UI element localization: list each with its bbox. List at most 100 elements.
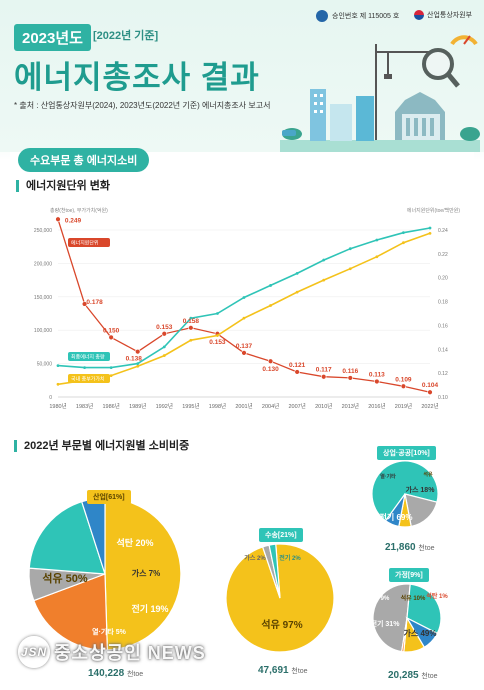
data-label: 0.113 (369, 371, 385, 378)
data-point (269, 284, 272, 287)
data-point (189, 316, 193, 320)
pie-slice (384, 493, 406, 528)
x-tick-label: 2022년 (421, 402, 438, 410)
data-label: 0.121 (289, 362, 306, 369)
data-point (81, 301, 88, 307)
data-point (55, 216, 61, 222)
data-point (374, 378, 380, 385)
data-point (402, 231, 405, 235)
pie-slice (372, 583, 411, 653)
data-point (56, 364, 60, 368)
pie-title-household: 가정[9%] (389, 568, 429, 582)
x-tick-label: 1989년 (129, 402, 146, 410)
data-point (162, 354, 166, 357)
pie-label: 가스 49% (404, 628, 437, 638)
data-label: 0.109 (395, 376, 412, 383)
line-chart: 총량(천toe), 부가가치(억원) 에너지원단위(toe/백만원) 0 50,000… (34, 207, 460, 410)
pie-label: 가스 2% (244, 554, 266, 562)
legend-intensity: 에너지원단위 (71, 240, 99, 247)
pie-label: 전기 69% (380, 512, 413, 522)
total-industry: 140,228 천toe (88, 668, 144, 679)
pie-label: 열·기타 (380, 473, 396, 480)
x-tick-label: 1995년 (182, 402, 199, 410)
page-title: 에너지총조사 결과 (14, 60, 260, 95)
data-point (188, 325, 194, 331)
data-point (135, 348, 141, 355)
data-point (347, 375, 353, 381)
pie-slice (406, 583, 442, 635)
data-point (216, 312, 219, 315)
pie-charts-area: 석유 50% 석탄 20% 가스 7% 전기 19% 열·기타 5% 석유 97% 가스 2… (28, 460, 448, 653)
approval-number: 승인번호 제 115005 호 (316, 10, 399, 22)
right-tick-label: 0.18 (438, 300, 448, 306)
source-note: * 출처 : 산업통상자원부(2024), 2023년도(2022년 기준) 에… (14, 101, 271, 110)
x-tick-label: 1986년 (102, 402, 119, 410)
data-point (348, 267, 352, 271)
right-tick-label: 0.14 (438, 347, 448, 353)
data-label: 0.158 (183, 318, 200, 325)
data-label: 0.116 (342, 368, 358, 375)
legend-final-energy-box (68, 352, 110, 361)
left-tick-label: 150,000 (34, 295, 52, 301)
right-tick-label: 0.10 (438, 395, 448, 401)
right-axis-title: 에너지원단위(toe/백만원) (407, 207, 460, 214)
x-tick-label: 2016년 (368, 402, 385, 410)
data-point (375, 238, 379, 242)
data-label: 0.130 (262, 366, 279, 373)
pie-label: 석유 10% (401, 594, 426, 602)
x-tick-label: 1983년 (76, 402, 93, 410)
data-point (241, 350, 247, 356)
pie-label: 가스 7% (132, 568, 161, 578)
pie-label: 석탄 20% (116, 537, 153, 548)
data-point (295, 290, 299, 294)
pie-slice (371, 460, 439, 522)
data-point (295, 272, 299, 275)
taegeuk-icon (414, 10, 424, 20)
data-label: 0.150 (103, 327, 120, 334)
pie-slice (400, 617, 408, 653)
statistics-logo-icon (316, 10, 328, 22)
data-label: 0.249 (65, 217, 82, 224)
data-point (322, 258, 326, 262)
data-label: 0.137 (236, 343, 253, 350)
pie-slice (104, 497, 182, 651)
legend-final-energy: 최종에너지 총량 (71, 354, 105, 361)
right-tick-label: 0.24 (438, 228, 448, 234)
pie-label: 석탄 1% (426, 592, 448, 600)
data-point (428, 226, 432, 230)
series-line-1 (57, 219, 431, 393)
data-point (136, 364, 140, 368)
data-point (108, 334, 114, 341)
data-point (428, 231, 432, 235)
pie-title-commercial: 상업·공공[10%] (377, 446, 436, 460)
left-tick-label: 0 (49, 395, 52, 401)
data-point (269, 304, 272, 307)
left-tick-label: 250,000 (34, 228, 52, 234)
pie-title-industry: 산업[61%] (87, 490, 131, 504)
section-energy-intensity: 수요부문 총 에너지소비 에너지원단위 변화 총량(천toe), 부가가치(억원… (10, 148, 474, 422)
pie-label: 전기 2% (279, 554, 301, 562)
data-label: 0.104 (422, 382, 439, 389)
data-label: 0.138 (126, 356, 143, 363)
data-point (109, 374, 113, 378)
data-point (242, 296, 246, 299)
pie-label: 가스 18% (406, 485, 436, 494)
year-badge: 2023년도 (14, 24, 91, 51)
x-tick-label: 2019년 (395, 402, 412, 410)
pie-slice (33, 573, 108, 651)
data-point (427, 389, 433, 395)
city-illustration (280, 35, 480, 152)
data-point (83, 366, 86, 370)
ministry-logo: 산업통상자원부 (414, 10, 472, 20)
pie-title-transport: 수송[21%] (259, 528, 303, 542)
data-label: 0.153 (209, 339, 226, 346)
x-tick-label: 2007년 (288, 402, 305, 410)
right-tick-label: 0.16 (438, 323, 448, 329)
x-tick-label: 1980년 (49, 402, 66, 410)
data-point (56, 382, 60, 386)
data-point (322, 278, 326, 282)
header-banner: 승인번호 제 115005 호 산업통상자원부 2023년도 [2022년 기준… (0, 0, 484, 152)
legend-gva: 국내 총부가가치 (71, 376, 105, 383)
pie-label: 석유 97% (261, 618, 302, 631)
